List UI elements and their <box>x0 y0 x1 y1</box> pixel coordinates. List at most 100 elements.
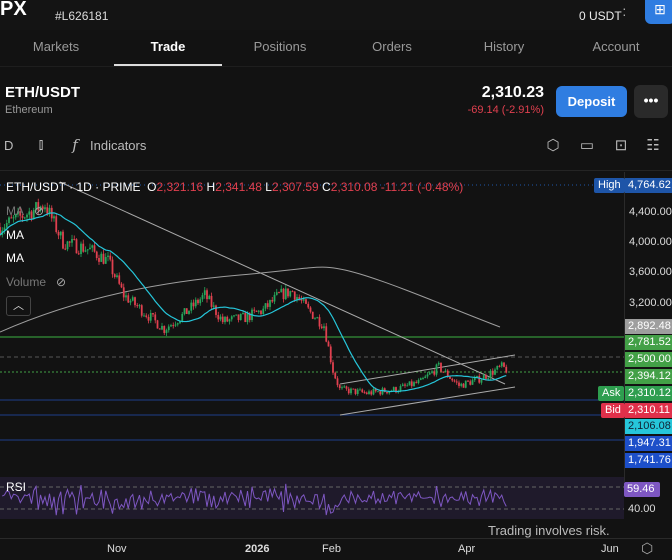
eye-off-icon[interactable]: ⊘ <box>34 204 45 218</box>
candle-body <box>5 223 8 228</box>
candle-body <box>395 387 397 393</box>
ask-price-label: 2,310.12 <box>625 386 672 401</box>
candle-body <box>253 309 256 311</box>
candle-body <box>215 305 217 315</box>
layout-icon[interactable]: ☷ <box>646 137 660 154</box>
indicators-button[interactable]: Indicators <box>90 138 147 153</box>
deposit-button[interactable]: Deposit <box>556 86 627 117</box>
candlestick-icon[interactable]: ⫾ <box>38 136 44 153</box>
candle-body <box>458 382 460 386</box>
rsi-panel[interactable] <box>0 477 624 519</box>
candle-body <box>426 374 429 377</box>
candle-body <box>431 371 433 373</box>
rsi-level: 40.00 <box>628 503 656 515</box>
chart-settings-icon[interactable]: ⬡ <box>641 540 654 556</box>
candle-body <box>372 389 375 395</box>
candle-body <box>368 391 370 395</box>
candle-body <box>44 207 46 210</box>
candle-body <box>496 365 499 370</box>
price-tick: 3,200.00 <box>629 297 672 309</box>
candle-body <box>334 372 337 379</box>
tab-trade[interactable]: Trade <box>112 30 224 66</box>
high-price-label: 4,764.62 <box>625 178 672 193</box>
candle-body <box>388 391 391 394</box>
candle-body <box>273 294 276 302</box>
candle-body <box>147 316 150 321</box>
price-axis[interactable]: 4,400.00 4,000.00 3,600.00 3,200.00 4,76… <box>624 172 672 482</box>
candle-body <box>212 305 215 307</box>
balance[interactable]: 0 USDT <box>579 9 622 23</box>
candle-body <box>12 217 15 219</box>
candle-body <box>170 325 172 327</box>
interval-selector[interactable]: D <box>4 138 14 153</box>
more-button[interactable]: ••• <box>634 85 668 118</box>
candle-body <box>275 292 278 295</box>
candle-body <box>3 227 6 231</box>
candle-body <box>21 215 24 218</box>
candle-body <box>163 325 166 333</box>
calendar-icon[interactable]: ▭ <box>579 137 595 154</box>
candle-body <box>30 211 33 219</box>
candle-body <box>39 206 42 211</box>
candle-body <box>269 300 271 307</box>
candle-body <box>413 382 415 387</box>
candle-body <box>68 241 71 243</box>
tab-history[interactable]: History <box>483 39 525 54</box>
tab-orders[interactable]: Orders <box>372 39 412 54</box>
candle-body <box>410 381 413 387</box>
rsi-line <box>0 483 624 516</box>
bid-price-label: 2,310.11 <box>625 403 672 418</box>
ma-indicator-2[interactable]: MA <box>6 228 24 242</box>
open-label: O <box>147 180 157 194</box>
candle-body <box>392 387 395 391</box>
candle-body <box>464 380 467 388</box>
tab-positions[interactable]: Positions <box>253 39 307 54</box>
candle-body <box>188 310 190 314</box>
candle-body <box>120 283 123 288</box>
candle-body <box>476 375 478 378</box>
candle-body <box>244 313 247 323</box>
candle-body <box>404 384 406 386</box>
hexagon-settings-icon[interactable]: ⬡ <box>546 137 560 154</box>
account-id[interactable]: #L626181 <box>55 9 109 23</box>
more-box-icon[interactable]: ⊡ <box>614 137 628 154</box>
candle-body <box>482 375 485 380</box>
candle-body <box>221 316 224 323</box>
volume-indicator[interactable]: Volume <box>6 275 47 289</box>
ma-indicator-3[interactable]: MA <box>6 251 24 265</box>
wallet-plus-icon[interactable]: ⊞ <box>645 0 672 24</box>
collapse-legend-button[interactable]: ︿ <box>6 296 31 316</box>
candle-body <box>307 303 310 308</box>
trendline <box>339 386 516 416</box>
kebab-menu-icon[interactable]: · · <box>622 0 627 22</box>
candle-body <box>287 288 289 297</box>
tab-account[interactable]: Account <box>592 39 640 54</box>
low-label: L <box>265 180 272 194</box>
candle-body <box>487 377 490 379</box>
rsi-value: 59.46 <box>624 482 660 497</box>
eye-off-icon[interactable]: ⊘ <box>56 275 67 289</box>
candle-body <box>136 305 139 307</box>
candle-body <box>291 291 294 293</box>
chart-legend: ETH/USDT · 1D · PRIME O2,321.16 H2,341.4… <box>6 180 463 194</box>
candle-body <box>55 216 58 232</box>
candle-body <box>219 316 222 320</box>
candle-body <box>352 388 355 390</box>
candle-body <box>48 207 51 214</box>
candle-body <box>500 362 503 367</box>
candle-body <box>71 238 73 243</box>
candle-body <box>23 217 26 219</box>
tab-markets[interactable]: Markets <box>32 39 80 54</box>
candle-body <box>134 297 136 306</box>
candle-body <box>80 243 82 255</box>
candle-body <box>0 227 1 236</box>
candle-body <box>197 299 199 304</box>
legend-title: ETH/USDT · 1D · PRIME <box>6 180 141 194</box>
function-icon[interactable]: f <box>72 136 78 154</box>
candle-body <box>201 295 204 300</box>
price-chart[interactable] <box>0 172 672 474</box>
candle-body <box>158 328 161 330</box>
candle-body <box>32 209 35 219</box>
instrument-symbol[interactable]: ETH/USDT <box>5 84 80 101</box>
ma-indicator-1[interactable]: MA <box>6 204 24 218</box>
